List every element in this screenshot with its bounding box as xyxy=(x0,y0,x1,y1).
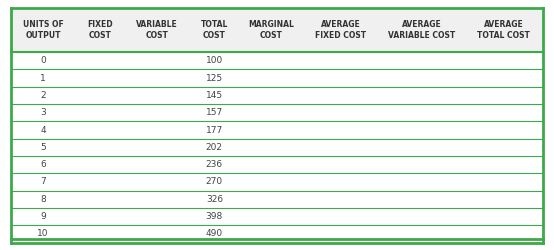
Text: AVERAGE
TOTAL COST: AVERAGE TOTAL COST xyxy=(478,20,530,40)
Text: FIXED
COST: FIXED COST xyxy=(88,20,113,40)
Text: 10: 10 xyxy=(37,229,49,238)
Bar xyxy=(11,87,543,104)
Text: 5: 5 xyxy=(40,143,46,152)
Text: 8: 8 xyxy=(40,195,46,204)
Text: 125: 125 xyxy=(206,74,223,82)
Text: 270: 270 xyxy=(206,178,223,186)
Text: 157: 157 xyxy=(206,108,223,117)
Bar xyxy=(11,173,543,190)
Text: 1: 1 xyxy=(40,74,46,82)
Text: 177: 177 xyxy=(206,126,223,134)
Bar xyxy=(11,104,543,121)
Bar xyxy=(11,52,543,70)
Bar xyxy=(11,70,543,87)
Text: 490: 490 xyxy=(206,229,223,238)
Bar xyxy=(11,208,543,225)
Text: 145: 145 xyxy=(206,91,223,100)
Text: 326: 326 xyxy=(206,195,223,204)
Text: 2: 2 xyxy=(40,91,46,100)
Text: 202: 202 xyxy=(206,143,223,152)
Bar xyxy=(11,225,543,242)
Text: 100: 100 xyxy=(206,56,223,65)
Text: 6: 6 xyxy=(40,160,46,169)
Text: TOTAL
COST: TOTAL COST xyxy=(201,20,228,40)
Text: VARIABLE
COST: VARIABLE COST xyxy=(136,20,178,40)
Bar xyxy=(11,156,543,173)
Text: 236: 236 xyxy=(206,160,223,169)
Text: 398: 398 xyxy=(206,212,223,221)
Text: MARGINAL
COST: MARGINAL COST xyxy=(249,20,294,40)
Text: AVERAGE
FIXED COST: AVERAGE FIXED COST xyxy=(315,20,367,40)
Text: 9: 9 xyxy=(40,212,46,221)
Bar xyxy=(11,139,543,156)
Bar xyxy=(11,121,543,139)
Text: 3: 3 xyxy=(40,108,46,117)
Text: UNITS OF
OUTPUT: UNITS OF OUTPUT xyxy=(23,20,64,40)
Text: AVERAGE
VARIABLE COST: AVERAGE VARIABLE COST xyxy=(388,20,455,40)
Bar xyxy=(11,190,543,208)
Text: 7: 7 xyxy=(40,178,46,186)
Text: 4: 4 xyxy=(40,126,46,134)
Text: 0: 0 xyxy=(40,56,46,65)
Bar xyxy=(11,8,543,52)
